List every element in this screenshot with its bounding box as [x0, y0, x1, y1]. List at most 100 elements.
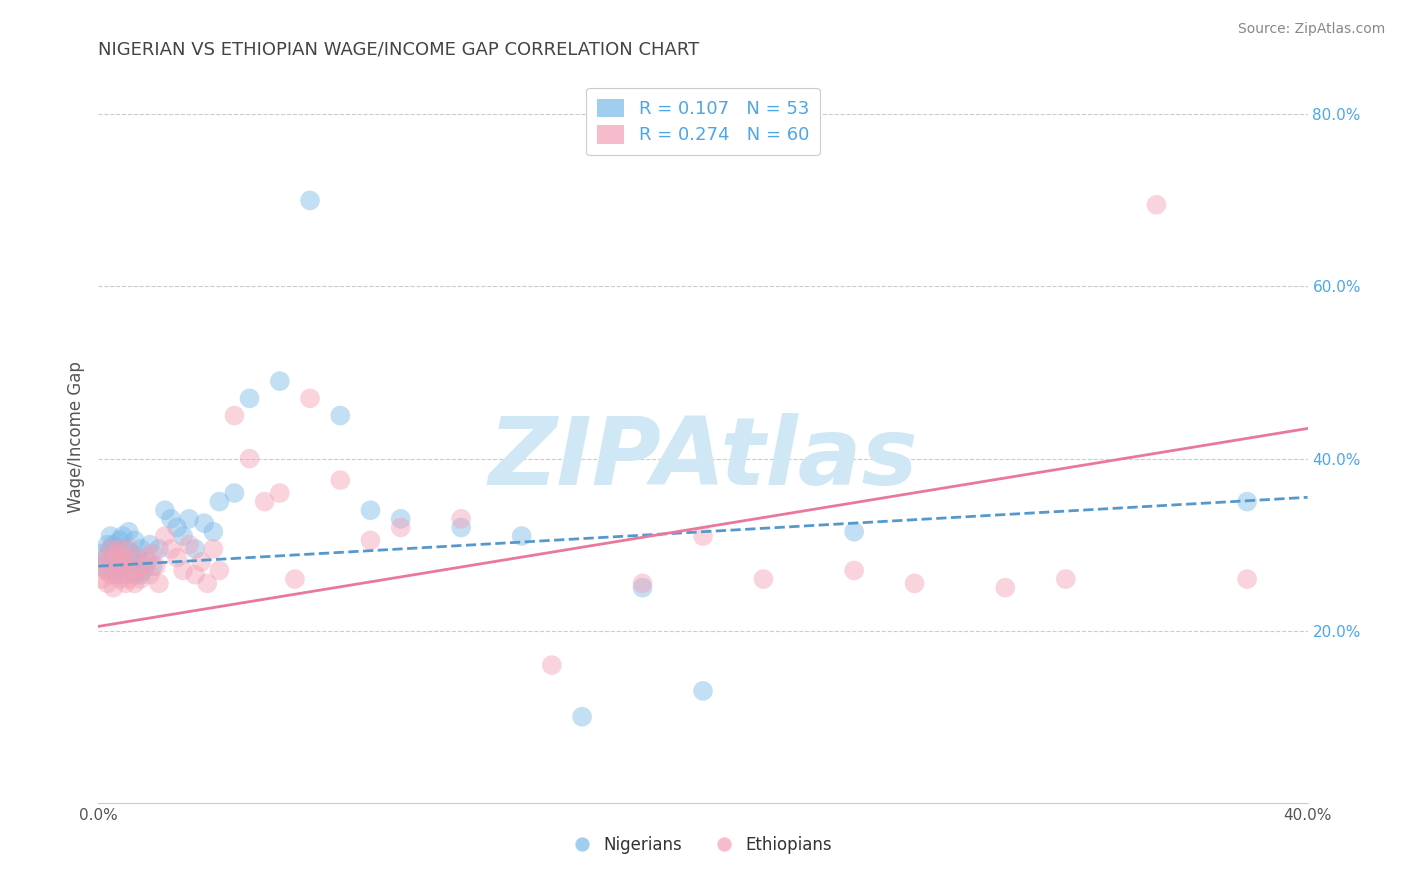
Point — [184, 567, 207, 582]
Point — [692, 529, 714, 543]
Point — [111, 559, 134, 574]
Point — [145, 559, 167, 574]
Point — [172, 529, 194, 543]
Point — [844, 564, 866, 578]
Point — [118, 541, 141, 556]
Point — [124, 567, 146, 582]
Point — [269, 374, 291, 388]
Point — [129, 541, 152, 556]
Point — [111, 550, 134, 565]
Point — [103, 555, 125, 569]
Point — [224, 486, 246, 500]
Point — [844, 524, 866, 539]
Point — [93, 564, 115, 578]
Point — [1054, 572, 1077, 586]
Point — [360, 503, 382, 517]
Point — [105, 546, 128, 560]
Point — [114, 567, 136, 582]
Point — [179, 538, 201, 552]
Point — [994, 581, 1017, 595]
Point — [105, 541, 128, 556]
Point — [103, 538, 125, 552]
Point — [148, 541, 170, 556]
Point — [105, 567, 128, 582]
Point — [90, 555, 112, 569]
Point — [100, 529, 122, 543]
Point — [96, 564, 118, 578]
Point — [389, 512, 412, 526]
Point — [108, 541, 131, 556]
Point — [105, 564, 128, 578]
Point — [752, 572, 775, 586]
Text: NIGERIAN VS ETHIOPIAN WAGE/INCOME GAP CORRELATION CHART: NIGERIAN VS ETHIOPIAN WAGE/INCOME GAP CO… — [98, 41, 700, 59]
Point — [127, 550, 149, 565]
Point — [118, 555, 141, 569]
Text: Source: ZipAtlas.com: Source: ZipAtlas.com — [1237, 22, 1385, 37]
Point — [121, 546, 143, 560]
Point — [100, 541, 122, 556]
Point — [90, 546, 112, 560]
Point — [132, 564, 155, 578]
Y-axis label: Wage/Income Gap: Wage/Income Gap — [66, 361, 84, 513]
Point — [172, 564, 194, 578]
Point — [118, 524, 141, 539]
Point — [135, 550, 157, 565]
Legend: Nigerians, Ethiopians: Nigerians, Ethiopians — [567, 829, 839, 860]
Text: ZIPAtlas: ZIPAtlas — [488, 413, 918, 505]
Point — [108, 572, 131, 586]
Point — [389, 520, 412, 534]
Point — [1236, 494, 1258, 508]
Point — [208, 494, 231, 508]
Point — [124, 576, 146, 591]
Point — [93, 550, 115, 565]
Point — [139, 538, 162, 552]
Point — [108, 559, 131, 574]
Point — [195, 576, 218, 591]
Point — [299, 392, 322, 406]
Point — [153, 503, 176, 517]
Point — [139, 567, 162, 582]
Point — [239, 392, 262, 406]
Point — [114, 555, 136, 569]
Point — [129, 567, 152, 582]
Point — [166, 550, 188, 565]
Point — [100, 567, 122, 582]
Point — [631, 581, 654, 595]
Point — [692, 684, 714, 698]
Point — [1144, 198, 1167, 212]
Point — [96, 550, 118, 565]
Point — [103, 555, 125, 569]
Point — [253, 494, 276, 508]
Point — [299, 194, 322, 208]
Point — [510, 529, 533, 543]
Point — [142, 559, 165, 574]
Point — [100, 541, 122, 556]
Point — [160, 541, 183, 556]
Point — [114, 576, 136, 591]
Point — [540, 658, 562, 673]
Point — [166, 520, 188, 534]
Point — [179, 512, 201, 526]
Point — [904, 576, 927, 591]
Point — [208, 564, 231, 578]
Point — [108, 533, 131, 548]
Point — [96, 538, 118, 552]
Point — [450, 512, 472, 526]
Point — [142, 546, 165, 560]
Point — [284, 572, 307, 586]
Point — [1236, 572, 1258, 586]
Point — [124, 533, 146, 548]
Point — [90, 572, 112, 586]
Point — [202, 541, 225, 556]
Point — [202, 524, 225, 539]
Point — [103, 581, 125, 595]
Point — [111, 550, 134, 565]
Point — [329, 473, 352, 487]
Point — [96, 576, 118, 591]
Point — [121, 564, 143, 578]
Point — [148, 576, 170, 591]
Point — [127, 564, 149, 578]
Point — [118, 572, 141, 586]
Point — [135, 555, 157, 569]
Point — [190, 555, 212, 569]
